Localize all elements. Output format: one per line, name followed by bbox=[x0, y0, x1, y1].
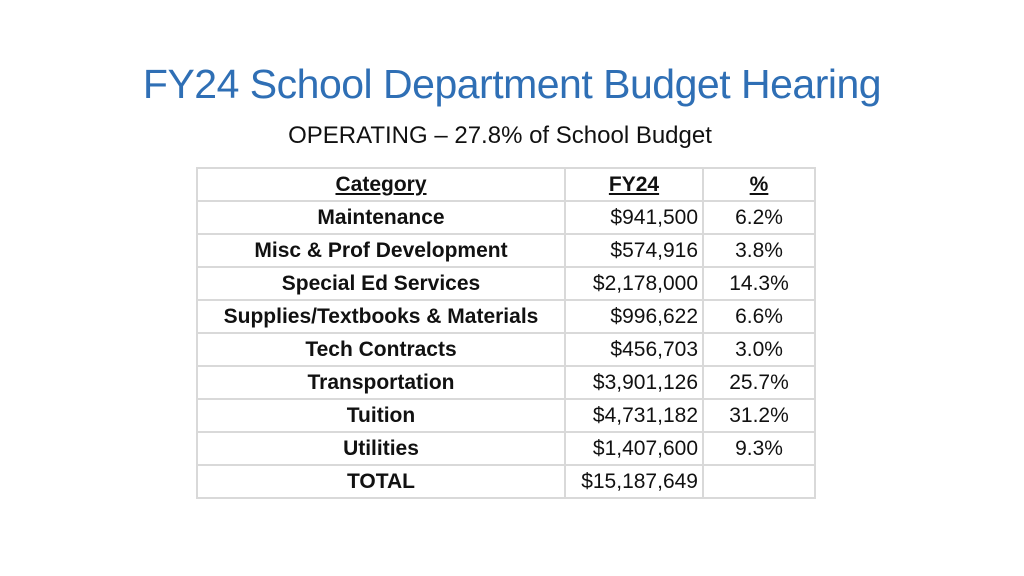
category-cell: Tech Contracts bbox=[196, 332, 566, 367]
percent-cell: 3.0% bbox=[702, 332, 816, 367]
header-fy24: FY24 bbox=[564, 167, 704, 202]
category-cell: Maintenance bbox=[196, 200, 566, 235]
table-row: Transportation $3,901,126 25.7% bbox=[196, 365, 816, 400]
header-percent: % bbox=[702, 167, 816, 202]
fy24-cell: $4,731,182 bbox=[564, 398, 704, 433]
category-cell: Misc & Prof Development bbox=[196, 233, 566, 268]
percent-cell: 31.2% bbox=[702, 398, 816, 433]
table-row: Misc & Prof Development $574,916 3.8% bbox=[196, 233, 816, 268]
percent-cell: 6.2% bbox=[702, 200, 816, 235]
fy24-cell: $456,703 bbox=[564, 332, 704, 367]
fy24-cell: $996,622 bbox=[564, 299, 704, 334]
total-label-cell: TOTAL bbox=[196, 464, 566, 499]
total-percent-cell bbox=[702, 464, 816, 499]
category-cell: Special Ed Services bbox=[196, 266, 566, 301]
table-row: Maintenance $941,500 6.2% bbox=[196, 200, 816, 235]
table-row: Special Ed Services $2,178,000 14.3% bbox=[196, 266, 816, 301]
category-cell: Tuition bbox=[196, 398, 566, 433]
total-fy24-cell: $15,187,649 bbox=[564, 464, 704, 499]
percent-cell: 14.3% bbox=[702, 266, 816, 301]
slide-title: FY24 School Department Budget Hearing bbox=[142, 61, 882, 107]
table-row: Tech Contracts $456,703 3.0% bbox=[196, 332, 816, 367]
percent-cell: 25.7% bbox=[702, 365, 816, 400]
slide-subtitle: OPERATING – 27.8% of School Budget bbox=[288, 122, 712, 149]
header-category: Category bbox=[196, 167, 566, 202]
table-header-row: Category FY24 % bbox=[196, 167, 816, 202]
fy24-cell: $2,178,000 bbox=[564, 266, 704, 301]
fy24-cell: $1,407,600 bbox=[564, 431, 704, 466]
table-row: Utilities $1,407,600 9.3% bbox=[196, 431, 816, 466]
category-cell: Transportation bbox=[196, 365, 566, 400]
fy24-cell: $574,916 bbox=[564, 233, 704, 268]
table-total-row: TOTAL $15,187,649 bbox=[196, 464, 816, 499]
percent-cell: 3.8% bbox=[702, 233, 816, 268]
fy24-cell: $941,500 bbox=[564, 200, 704, 235]
percent-cell: 9.3% bbox=[702, 431, 816, 466]
percent-cell: 6.6% bbox=[702, 299, 816, 334]
category-cell: Utilities bbox=[196, 431, 566, 466]
fy24-cell: $3,901,126 bbox=[564, 365, 704, 400]
budget-table: Category FY24 % Maintenance $941,500 6.2… bbox=[196, 167, 816, 499]
table-row: Supplies/Textbooks & Materials $996,622 … bbox=[196, 299, 816, 334]
category-cell: Supplies/Textbooks & Materials bbox=[196, 299, 566, 334]
table-row: Tuition $4,731,182 31.2% bbox=[196, 398, 816, 433]
